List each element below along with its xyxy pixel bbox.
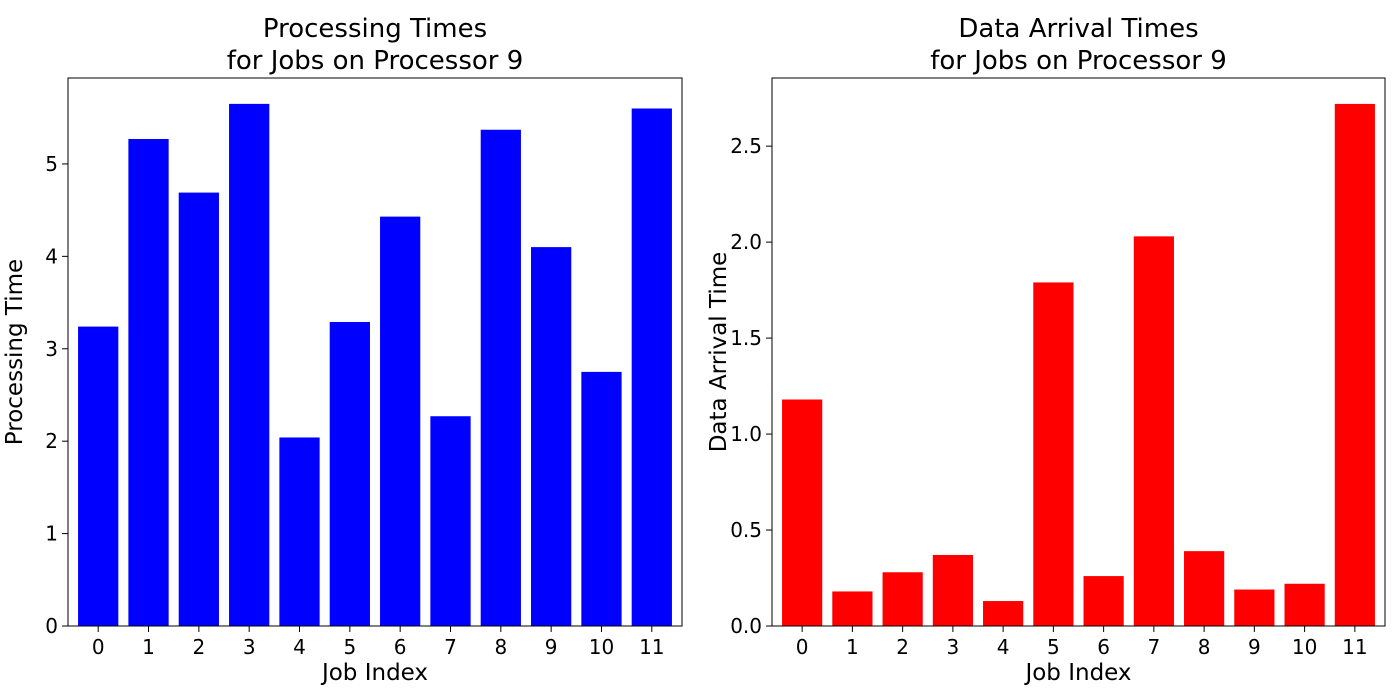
y-tick-label: 3 xyxy=(45,337,58,361)
y-tick-label: 5 xyxy=(45,152,58,176)
bar-11 xyxy=(1334,103,1375,627)
x-tick-label: 3 xyxy=(947,635,960,659)
bar-10 xyxy=(581,371,622,626)
chart-title-line-1: for Jobs on Processor 9 xyxy=(227,46,524,76)
bar-7 xyxy=(1133,236,1174,626)
x-tick-label: 5 xyxy=(343,635,356,659)
x-tick-label: 7 xyxy=(1148,635,1161,659)
bar-1 xyxy=(128,138,169,626)
x-tick-label: 11 xyxy=(1342,635,1367,659)
bar-5 xyxy=(1033,282,1074,626)
x-tick-label: 4 xyxy=(293,635,306,659)
x-tick-label: 4 xyxy=(997,635,1010,659)
bar-6 xyxy=(1083,576,1124,626)
x-tick-label: 0 xyxy=(796,635,809,659)
x-tick-label: 8 xyxy=(494,635,507,659)
y-tick-label: 2.0 xyxy=(730,230,762,254)
bar-6 xyxy=(380,216,421,627)
x-tick-label: 1 xyxy=(846,635,859,659)
x-tick-label: 6 xyxy=(394,635,407,659)
x-tick-label: 5 xyxy=(1047,635,1060,659)
x-axis-label: Job Index xyxy=(320,660,428,686)
bar-3 xyxy=(932,554,973,626)
x-tick-label: 11 xyxy=(639,635,664,659)
data-arrival-times-chart: 0 1 2 3 4 5 6 7 8 9 10 11 0.0 0.5 1.0 1.5 2.0 2.5 Data Arr… xyxy=(706,14,1386,686)
bar-2 xyxy=(178,192,219,627)
bar-8 xyxy=(1184,551,1225,626)
x-tick-label: 10 xyxy=(589,635,614,659)
bar-0 xyxy=(78,326,119,626)
y-tick-label: 4 xyxy=(45,244,58,268)
y-tick-label: 2 xyxy=(45,429,58,453)
processing-times-chart: 0 1 2 3 4 5 6 7 8 9 10 11 0 1 2 3 4 5 Processing Timesfor … xyxy=(2,14,683,686)
plot-frame xyxy=(771,77,1386,627)
x-tick-label: 2 xyxy=(896,635,909,659)
x-tick-label: 0 xyxy=(92,635,105,659)
x-tick-label: 6 xyxy=(1097,635,1110,659)
x-tick-label: 3 xyxy=(243,635,256,659)
bar-9 xyxy=(1234,589,1275,626)
x-tick-label: 1 xyxy=(142,635,155,659)
x-tick-label: 9 xyxy=(545,635,558,659)
bar-8 xyxy=(480,129,521,626)
y-tick-label: 0.0 xyxy=(730,614,762,638)
bar-7 xyxy=(430,416,471,626)
bar-1 xyxy=(832,591,873,626)
y-tick-label: 0.5 xyxy=(730,518,762,542)
y-tick-label: 2.5 xyxy=(730,134,762,158)
bar-4 xyxy=(983,601,1024,626)
bar-2 xyxy=(882,572,923,626)
bar-9 xyxy=(531,247,572,627)
x-tick-label: 8 xyxy=(1198,635,1211,659)
bar-3 xyxy=(229,103,270,626)
y-tick-label: 1 xyxy=(45,522,58,546)
chart-title-line-0: Data Arrival Times xyxy=(958,14,1198,44)
bar-11 xyxy=(631,108,672,626)
y-tick-label: 0 xyxy=(45,614,58,638)
x-axis-label: Job Index xyxy=(1023,660,1131,686)
y-axis-label: Data Arrival Time xyxy=(706,252,732,453)
x-tick-label: 2 xyxy=(192,635,205,659)
bar-5 xyxy=(329,321,370,626)
bar-4 xyxy=(279,437,320,626)
x-tick-label: 7 xyxy=(444,635,457,659)
bar-10 xyxy=(1284,583,1325,626)
x-tick-label: 10 xyxy=(1292,635,1317,659)
y-tick-label: 1.5 xyxy=(730,326,762,350)
x-tick-label: 9 xyxy=(1248,635,1261,659)
y-axis-label: Processing Time xyxy=(2,259,28,445)
plot-frame xyxy=(67,77,683,627)
bar-0 xyxy=(782,399,823,626)
chart-title-line-0: Processing Times xyxy=(263,14,487,44)
y-tick-label: 1.0 xyxy=(730,422,762,446)
chart-title-line-1: for Jobs on Processor 9 xyxy=(930,46,1227,76)
